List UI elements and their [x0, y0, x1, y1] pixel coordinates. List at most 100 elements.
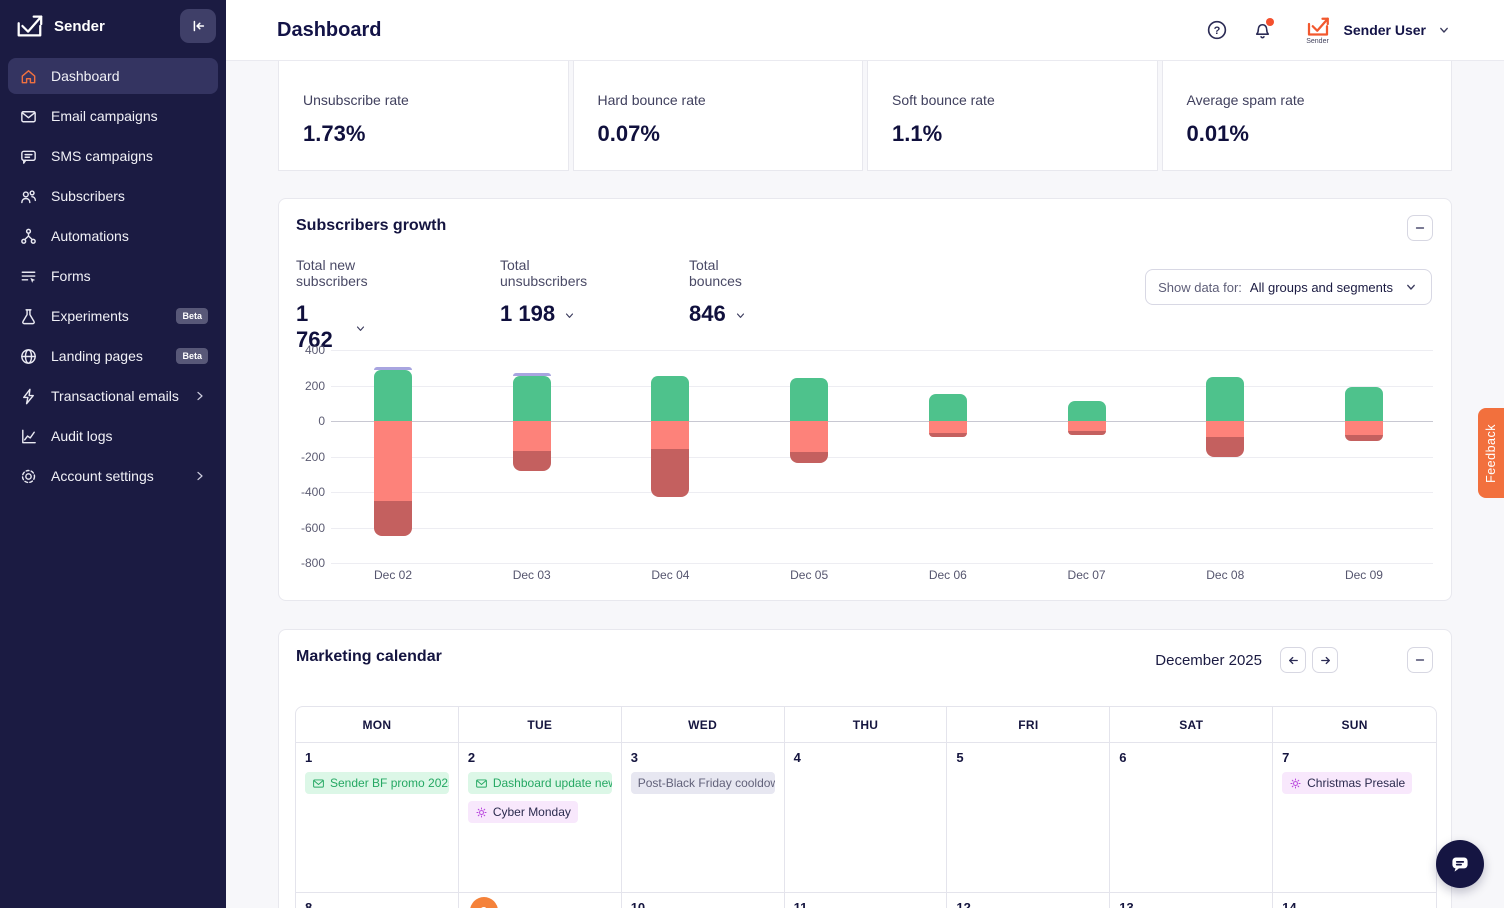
- subscribers-growth-panel: Subscribers growth Total new subscribers…: [278, 198, 1452, 601]
- y-axis-tick: 0: [318, 414, 325, 428]
- chart-bar-segment[interactable]: [790, 452, 829, 463]
- calendar-day-cell[interactable]: 12: [947, 893, 1111, 908]
- notifications-button[interactable]: [1246, 13, 1280, 47]
- calendar-day-cell[interactable]: 14: [1273, 893, 1436, 908]
- group-filter-dropdown[interactable]: Show data for: All groups and segments: [1145, 269, 1432, 305]
- chart-bar-segment[interactable]: [512, 375, 551, 421]
- calendar-day-cell[interactable]: 9: [459, 893, 622, 908]
- calendar-day-cell[interactable]: 5: [947, 743, 1111, 893]
- chart-bar-segment[interactable]: [512, 451, 551, 471]
- sidebar-collapse-button[interactable]: [180, 9, 216, 43]
- calendar-event[interactable]: Cyber Monday: [467, 801, 578, 823]
- chevron-right-icon: [192, 388, 208, 404]
- chart-bar-segment[interactable]: [928, 394, 967, 421]
- user-menu[interactable]: Sender User: [1344, 22, 1452, 38]
- growth-stat-value-dropdown[interactable]: 1 762: [296, 301, 368, 353]
- sidebar-item-label: Dashboard: [51, 68, 120, 84]
- envelope-icon: [475, 777, 488, 790]
- day-number: 3: [630, 750, 638, 765]
- sidebar-item-account-settings[interactable]: Account settings: [8, 458, 218, 494]
- day-number: 12: [956, 900, 971, 908]
- chart-bar-segment[interactable]: [1344, 387, 1383, 421]
- stat-label: Hard bounce rate: [597, 92, 706, 108]
- sms-icon: [18, 146, 38, 166]
- home-icon: [18, 66, 38, 86]
- weekday-label: SUN: [1273, 707, 1436, 743]
- calendar-day-cell[interactable]: 7 Christmas Presale: [1273, 743, 1436, 893]
- chart-bar-segment[interactable]: [1206, 421, 1245, 437]
- calendar-event[interactable]: Sender BF promo 2025 ...: [305, 772, 449, 794]
- calendar-day-cell[interactable]: 6: [1110, 743, 1274, 893]
- event-label: Sender BF promo 2025 ...: [330, 776, 449, 790]
- calendar-day-cell[interactable]: 2 Dashboard update new... Cyber Monday: [458, 743, 622, 893]
- calendar-next-button[interactable]: [1312, 647, 1338, 673]
- sidebar-item-audit-logs[interactable]: Audit logs: [8, 418, 218, 454]
- chart-bar-segment[interactable]: [790, 421, 829, 453]
- sidebar-item-experiments[interactable]: Experiments Beta: [8, 298, 218, 334]
- stat-value: 1.73%: [303, 121, 366, 146]
- calendar-event[interactable]: Post-Black Friday cooldown: [630, 772, 775, 794]
- x-axis-label: Dec 07: [1067, 568, 1106, 582]
- chart-bar-segment[interactable]: [651, 375, 690, 421]
- sidebar-item-forms[interactable]: Forms: [8, 258, 218, 294]
- calendar-prev-button[interactable]: [1280, 647, 1306, 673]
- growth-stat-label: Total new subscribers: [296, 257, 368, 289]
- chart-bar-segment[interactable]: [374, 500, 412, 537]
- help-button[interactable]: ?: [1200, 13, 1234, 47]
- sidebar-item-automations[interactable]: Automations: [8, 218, 218, 254]
- sidebar-item-subscribers[interactable]: Subscribers: [8, 178, 218, 214]
- sidebar: Sender Dashboard Email campaigns SMS campa…: [0, 0, 226, 908]
- growth-stat-value: 1 762: [296, 301, 333, 352]
- y-axis-tick: 200: [304, 378, 325, 393]
- chart-bar-segment[interactable]: [1344, 421, 1383, 436]
- chart-bar-segment[interactable]: [1067, 421, 1106, 431]
- growth-stat-value-dropdown[interactable]: 1 198: [500, 301, 587, 327]
- chart-bar-segment[interactable]: [512, 373, 551, 376]
- chart-bar-segment[interactable]: [651, 449, 690, 498]
- calendar-day-cell[interactable]: 3 Post-Black Friday cooldown: [621, 743, 785, 893]
- growth-stat-value: 1 198: [500, 301, 556, 326]
- chart-bar-segment[interactable]: [374, 370, 412, 421]
- chart-bar-segment[interactable]: [928, 421, 967, 433]
- arrow-left-icon: [1286, 653, 1301, 668]
- day-number: 13: [1119, 900, 1134, 908]
- calendar-day-cell[interactable]: 10: [622, 893, 785, 908]
- chart-bar-segment[interactable]: [790, 378, 829, 421]
- feedback-tab[interactable]: Feedback: [1478, 408, 1504, 498]
- chart-bar-segment[interactable]: [1206, 436, 1245, 458]
- help-icon: ?: [1206, 19, 1228, 41]
- calendar-day-cell[interactable]: 8: [296, 893, 459, 908]
- chart-bar-segment[interactable]: [374, 421, 412, 501]
- x-axis-label: Dec 09: [1344, 568, 1383, 582]
- sidebar-item-sms-campaigns[interactable]: SMS campaigns: [8, 138, 218, 174]
- sidebar-item-landing-pages[interactable]: Landing pages Beta: [8, 338, 218, 374]
- x-axis-label: Dec 05: [790, 568, 829, 582]
- stat-label: Average spam rate: [1186, 92, 1305, 108]
- calendar-event[interactable]: Christmas Presale: [1282, 772, 1413, 794]
- arrow-right-icon: [1318, 653, 1333, 668]
- sidebar-item-dashboard[interactable]: Dashboard: [8, 58, 218, 94]
- chart-bar-segment[interactable]: [374, 366, 412, 371]
- growth-collapse-button[interactable]: [1407, 215, 1433, 241]
- chart-bar-segment[interactable]: [512, 421, 551, 452]
- forms-icon: [18, 266, 38, 286]
- calendar-day-cell[interactable]: 1 Sender BF promo 2025 ...: [296, 743, 459, 893]
- envelope-icon: [312, 777, 325, 790]
- day-number: 14: [1282, 900, 1297, 908]
- calendar-nav: December 2025: [1155, 647, 1338, 673]
- chart-bar-segment[interactable]: [928, 432, 967, 437]
- calendar-day-cell[interactable]: 11: [785, 893, 948, 908]
- calendar-event[interactable]: Dashboard update new...: [467, 772, 612, 794]
- chat-launcher-button[interactable]: [1436, 840, 1484, 888]
- calendar-collapse-button[interactable]: [1407, 647, 1433, 673]
- chart-bar-segment[interactable]: [1067, 401, 1106, 421]
- sidebar-item-transactional-emails[interactable]: Transactional emails: [8, 378, 218, 414]
- calendar-day-cell[interactable]: 4: [784, 743, 948, 893]
- growth-stat-value-dropdown[interactable]: 846: [689, 301, 749, 327]
- sidebar-item-email-campaigns[interactable]: Email campaigns: [8, 98, 218, 134]
- chart-bar-segment[interactable]: [1344, 435, 1383, 442]
- chart-bar-segment[interactable]: [1067, 430, 1106, 435]
- chart-bar-segment[interactable]: [651, 421, 690, 450]
- calendar-day-cell[interactable]: 13: [1110, 893, 1274, 908]
- chart-bar-segment[interactable]: [1206, 376, 1245, 421]
